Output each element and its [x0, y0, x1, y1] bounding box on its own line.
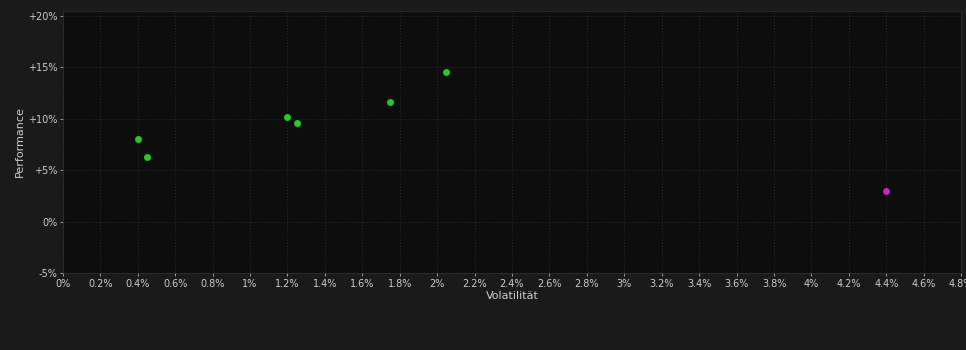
- Point: [439, 69, 454, 75]
- Point: [280, 114, 296, 119]
- Y-axis label: Performance: Performance: [14, 106, 25, 177]
- Point: [139, 154, 155, 160]
- Point: [383, 99, 398, 105]
- Point: [129, 136, 145, 142]
- X-axis label: Volatilität: Volatilität: [486, 291, 538, 301]
- Point: [289, 120, 304, 126]
- Point: [878, 188, 894, 194]
